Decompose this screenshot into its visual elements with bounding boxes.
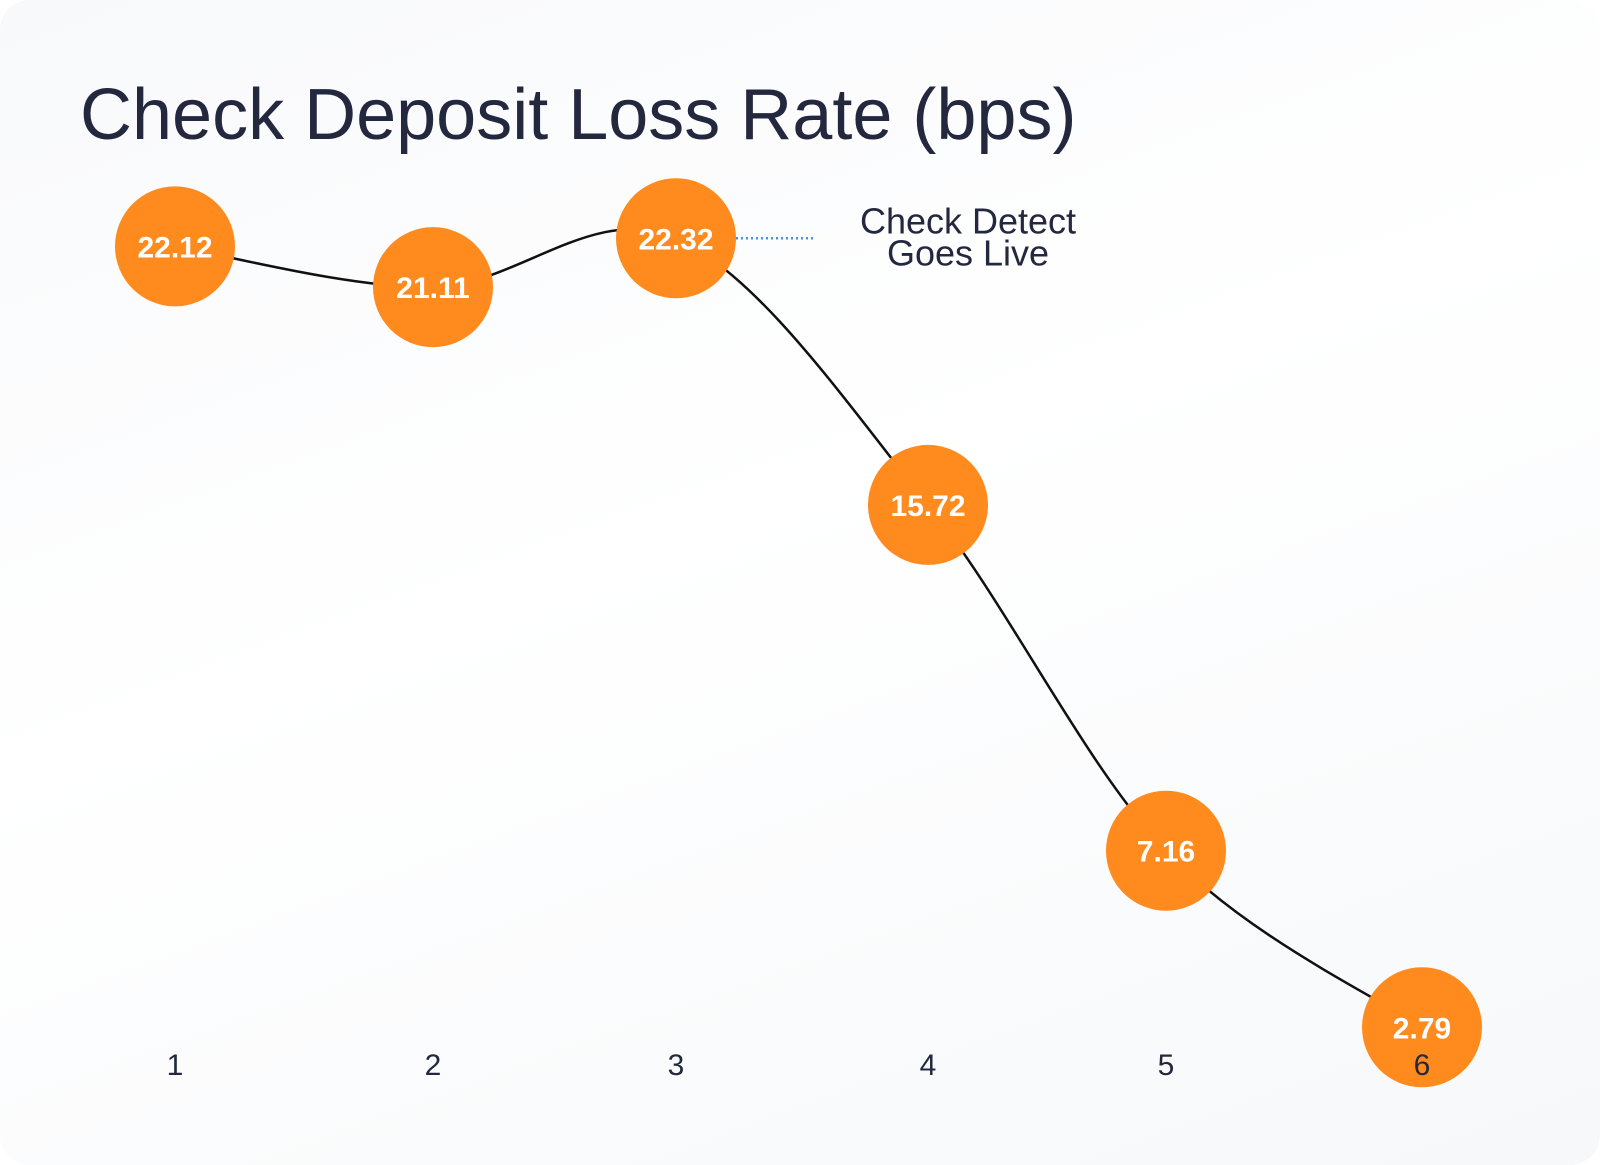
x-tick-label-2: 2 bbox=[425, 1049, 442, 1082]
annotation-label-line-2: Goes Live bbox=[887, 232, 1049, 273]
data-point-4 bbox=[868, 444, 988, 565]
data-label-1: 22.12 bbox=[137, 231, 212, 264]
x-tick-label-3: 3 bbox=[668, 1049, 685, 1082]
data-point-3 bbox=[616, 178, 736, 299]
chart-title: Check Deposit Loss Rate (bps) bbox=[80, 75, 1077, 155]
data-label-5: 7.16 bbox=[1137, 836, 1195, 869]
series-line bbox=[174, 227, 1423, 1029]
data-point-6 bbox=[1362, 967, 1482, 1088]
data-label-4: 15.72 bbox=[890, 490, 965, 523]
data-point-5 bbox=[1106, 790, 1226, 911]
data-point-2 bbox=[373, 227, 493, 348]
data-label-3: 22.32 bbox=[638, 223, 713, 256]
annotation-label-line-1: Check Detect bbox=[860, 200, 1076, 241]
x-tick-label-6: 6 bbox=[1414, 1049, 1431, 1082]
x-tick-label-4: 4 bbox=[920, 1049, 937, 1082]
x-tick-label-1: 1 bbox=[167, 1049, 184, 1082]
x-tick-label-5: 5 bbox=[1158, 1049, 1175, 1082]
data-label-2: 21.11 bbox=[396, 272, 469, 305]
data-label-6: 2.79 bbox=[1393, 1012, 1451, 1045]
data-point-1 bbox=[115, 186, 235, 307]
